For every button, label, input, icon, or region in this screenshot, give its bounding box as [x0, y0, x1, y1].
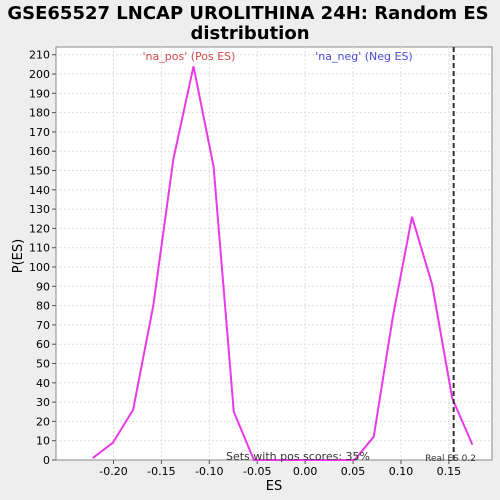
y-tick-label: 130 [29, 203, 50, 216]
y-tick-label: 180 [29, 107, 50, 120]
neg-es-label: 'na_neg' (Neg ES) [315, 50, 412, 63]
x-tick-label: -0.10 [195, 465, 223, 478]
y-tick-label: 0 [43, 454, 50, 467]
x-tick-label: 0.15 [437, 465, 462, 478]
real-es-text: Real ES 0.2 [425, 454, 476, 464]
y-tick-label: 190 [29, 87, 50, 100]
y-tick-label: 20 [36, 415, 50, 428]
x-tick-label: -0.15 [147, 465, 175, 478]
y-tick-label: 140 [29, 184, 50, 197]
y-tick-label: 30 [36, 396, 50, 409]
chart-title-line1: GSE65527 LNCAP UROLITHINA 24H: Random ES [7, 3, 488, 24]
x-tick-label: -0.05 [243, 465, 271, 478]
y-tick-label: 50 [36, 358, 50, 371]
y-tick-label: 210 [29, 49, 50, 62]
chart-title-line2: distribution [190, 23, 309, 44]
y-tick-label: 70 [36, 319, 50, 332]
y-tick-label: 10 [36, 435, 50, 448]
x-tick-label: 0.05 [341, 465, 366, 478]
pos-es-label: 'na_pos' (Pos ES) [143, 50, 236, 63]
x-tick-label: 0.00 [293, 465, 318, 478]
y-tick-label: 80 [36, 300, 50, 313]
y-tick-label: 40 [36, 377, 50, 390]
y-tick-label: 100 [29, 261, 50, 274]
y-tick-label: 90 [36, 280, 50, 293]
grid-layer [56, 47, 492, 460]
y-axis: 0 10 20 30 40 50 60 70 80 90 100 110 120 130 140 150 160… [29, 49, 56, 467]
y-tick-label: 120 [29, 222, 50, 235]
sets-pos-scores-text: Sets with pos scores: 35% [226, 450, 370, 463]
y-tick-label: 200 [29, 68, 50, 81]
y-tick-label: 170 [29, 126, 50, 139]
x-axis: -0.20 -0.15 -0.10 -0.05 0.00 0.05 0.10 0.15 [99, 460, 461, 478]
y-tick-label: 160 [29, 145, 50, 158]
x-axis-label: ES [266, 479, 282, 494]
plot-area [55, 46, 493, 461]
y-axis-label: P(ES) [11, 239, 26, 273]
y-tick-label: 60 [36, 338, 50, 351]
y-tick-label: 150 [29, 165, 50, 178]
x-tick-label: -0.20 [99, 465, 127, 478]
series-line [92, 66, 474, 461]
y-tick-label: 110 [29, 242, 50, 255]
x-tick-label: 0.10 [389, 465, 414, 478]
